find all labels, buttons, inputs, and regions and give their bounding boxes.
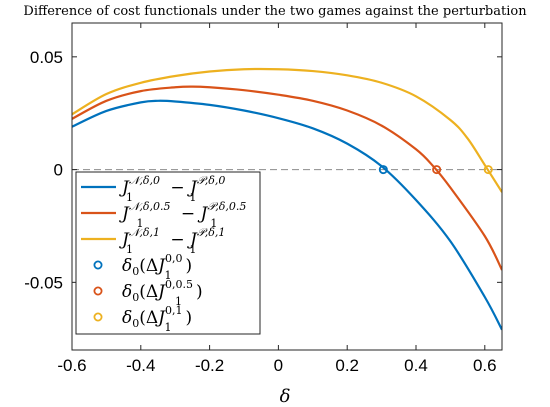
legend-main-symbol: J [119, 178, 130, 198]
legend-main-symbol: J [155, 256, 166, 276]
x-tick-label: -0.4 [126, 356, 155, 375]
y-tick-label: 0.05 [30, 48, 63, 67]
series-line-3 [72, 67, 502, 193]
legend-minus-sign: − [165, 230, 190, 250]
legend-open-paren: (Δ [139, 256, 158, 276]
legend-main-symbol: J [198, 204, 209, 224]
legend-marker-swatch [93, 286, 103, 296]
zero-crossing-marker-2 [432, 165, 442, 175]
zero-crossing-marker-1 [378, 165, 388, 175]
x-tick-label: -0.2 [195, 356, 224, 375]
x-axis-label: δ [280, 386, 291, 407]
series-line-1 [72, 99, 502, 331]
legend-superscript: 𝒩,δ,0 [129, 174, 160, 187]
legend-subscript: 0 [132, 317, 139, 330]
legend-main-symbol: J [155, 308, 166, 328]
legend-entry-label: δ0(ΔJ0,1 1) [122, 304, 192, 334]
legend-subscript: 1 [189, 191, 196, 204]
legend-entry-label: J𝒩,δ,0 1 − J𝒫,δ,0 1 [119, 174, 225, 204]
legend-superscript: 𝒩,δ,1 [129, 226, 160, 239]
legend-open-paren: (Δ [139, 308, 158, 328]
legend-subscript: 0 [132, 265, 139, 278]
legend-box [75, 171, 261, 335]
legend-main-symbol: J [119, 204, 130, 224]
legend-close-paren: ) [196, 282, 203, 302]
legend-minus-sign: − [165, 178, 190, 198]
legend-superscript: 0,0.5 [165, 278, 193, 291]
legend-subscript: 1 [165, 321, 172, 334]
x-tick-label: 0.4 [404, 356, 428, 375]
legend-close-paren: ) [186, 256, 193, 276]
zero-crossing-marker-3 [483, 165, 493, 175]
legend-subscript: 1 [175, 295, 182, 308]
legend-open-paren: (Δ [139, 282, 158, 302]
legend-superscript: 𝒫,δ,0 [197, 174, 226, 187]
legend-superscript: 𝒫,δ,0.5 [207, 200, 246, 213]
legend-superscript: 0,1 [165, 304, 183, 317]
legend-minus-sign: − [175, 204, 200, 224]
y-tick-label: -0.05 [24, 273, 63, 292]
legend: J𝒩,δ,0 1 − J𝒫,δ,0 1J𝒩,δ,0.5 1 − J𝒫,δ,0.5 1J𝒩… [75, 171, 261, 335]
axes-box [71, 22, 503, 351]
x-tick-label: 0.6 [473, 356, 497, 375]
legend-main-symbol: J [187, 178, 198, 198]
legend-close-paren: ) [186, 308, 193, 328]
legend-superscript: 𝒩,δ,0.5 [129, 200, 171, 213]
y-tick-label: 0 [54, 161, 63, 180]
plot-area: -0.6 -0.4 -0.2 0 0.2 0.4 0.6 -0.05 0 0.05 [24, 22, 503, 375]
x-tick-label: 0 [274, 356, 283, 375]
legend-entry-label: J𝒩,δ,1 1 − J𝒫,δ,1 1 [119, 226, 225, 256]
legend-entry-label: δ0(ΔJ0,0.5 1) [122, 278, 203, 308]
legend-subscript: 1 [126, 243, 133, 256]
legend-main-symbol: J [155, 282, 166, 302]
series-lines [72, 67, 502, 331]
legend-subscript: 1 [165, 269, 172, 282]
legend-delta-symbol: δ [122, 308, 132, 328]
legend-subscript: 0 [132, 291, 139, 304]
legend-main-symbol: J [119, 230, 130, 250]
legend-superscript: 𝒫,δ,1 [197, 226, 226, 239]
legend-marker-swatch [93, 312, 103, 322]
x-tick-label: 0.2 [335, 356, 359, 375]
legend-subscript: 1 [210, 217, 217, 230]
legend-entry-label: J𝒩,δ,0.5 1 − J𝒫,δ,0.5 1 [119, 200, 246, 230]
chart-title: Difference of cost functionals under the… [23, 4, 527, 19]
series-line-2 [72, 85, 502, 271]
x-tick-label: -0.6 [57, 356, 86, 375]
legend-delta-symbol: δ [122, 282, 132, 302]
legend-main-symbol: J [187, 230, 198, 250]
legend-superscript: 0,0 [165, 252, 183, 265]
legend-subscript: 1 [189, 243, 196, 256]
legend-entry-label: δ0(ΔJ0,0 1) [122, 252, 192, 282]
legend-delta-symbol: δ [122, 256, 132, 276]
legend-subscript: 1 [126, 191, 133, 204]
legend-marker-swatch [93, 260, 103, 270]
legend-subscript: 1 [136, 217, 143, 230]
